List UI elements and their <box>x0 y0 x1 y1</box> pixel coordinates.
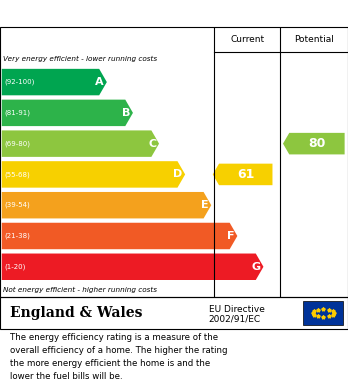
Text: (39-54): (39-54) <box>4 202 30 208</box>
Text: A: A <box>95 77 104 87</box>
FancyBboxPatch shape <box>303 301 343 325</box>
Text: (92-100): (92-100) <box>4 79 34 85</box>
Text: Energy Efficiency Rating: Energy Efficiency Rating <box>10 7 202 20</box>
Text: E: E <box>201 200 208 210</box>
Polygon shape <box>2 223 237 249</box>
Polygon shape <box>2 192 211 219</box>
Text: (21-38): (21-38) <box>4 233 30 239</box>
Text: 2002/91/EC: 2002/91/EC <box>209 315 261 324</box>
Text: D: D <box>173 169 182 179</box>
Text: (69-80): (69-80) <box>4 140 30 147</box>
Text: The energy efficiency rating is a measure of the
overall efficiency of a home. T: The energy efficiency rating is a measur… <box>10 334 228 381</box>
Text: G: G <box>252 262 261 272</box>
Text: 61: 61 <box>237 168 254 181</box>
Text: Not energy efficient - higher running costs: Not energy efficient - higher running co… <box>3 287 158 292</box>
Polygon shape <box>2 131 159 157</box>
Text: 80: 80 <box>308 137 326 150</box>
Text: B: B <box>122 108 130 118</box>
Text: England & Wales: England & Wales <box>10 306 143 320</box>
Polygon shape <box>213 164 272 185</box>
Polygon shape <box>283 133 345 154</box>
Text: EU Directive: EU Directive <box>209 305 265 314</box>
Text: (1-20): (1-20) <box>4 264 25 270</box>
Text: Potential: Potential <box>294 35 334 44</box>
Polygon shape <box>2 161 185 188</box>
Polygon shape <box>2 69 107 95</box>
Text: F: F <box>227 231 235 241</box>
Polygon shape <box>2 100 133 126</box>
Text: Current: Current <box>230 35 264 44</box>
Text: C: C <box>148 139 156 149</box>
Text: Very energy efficient - lower running costs: Very energy efficient - lower running co… <box>3 56 158 62</box>
Text: (55-68): (55-68) <box>4 171 30 178</box>
Polygon shape <box>2 253 263 280</box>
Text: (81-91): (81-91) <box>4 109 30 116</box>
